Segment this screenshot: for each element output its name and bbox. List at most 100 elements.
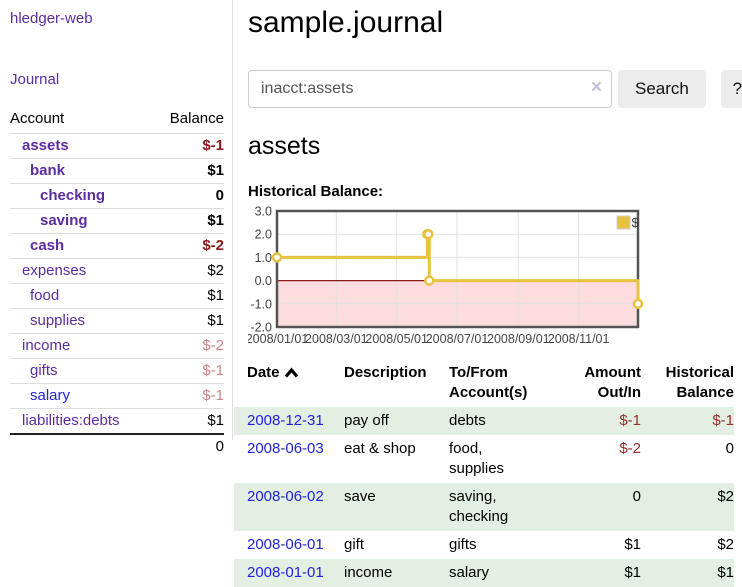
account-link-expenses[interactable]: expenses [22,262,87,279]
register-amount: 0 [632,488,641,505]
register-header-accounts: To/From Account(s) [449,364,528,401]
clear-search-icon[interactable]: × [590,77,602,98]
register-balance: $2 [717,488,734,505]
account-link-cash[interactable]: cash [30,237,65,254]
register-amount: $-1 [619,412,641,429]
account-link-income[interactable]: income [22,337,71,354]
account-name-cell: supplies [10,309,153,334]
account-name-cell: checking [10,184,153,209]
svg-text:2.0: 2.0 [255,228,272,242]
help-button[interactable]: ? [720,70,742,108]
search-form: × Search ? [248,70,742,108]
account-link-assets[interactable]: assets [22,137,69,154]
transaction-date-link[interactable]: 2008-06-01 [247,536,324,553]
search-button[interactable]: Search [618,70,706,108]
account-name-cell: gifts [10,359,153,384]
account-row: saving $1 [10,208,224,234]
transaction-date-link[interactable]: 2008-01-01 [247,564,324,581]
register-description: eat & shop [344,440,416,457]
account-link-salary[interactable]: salary [30,387,71,404]
accounts-total-value: 0 [215,438,224,455]
account-name-cell: expenses [10,259,153,284]
account-row: expenses $2 [10,258,224,284]
account-name-cell: saving [10,209,153,234]
register-amount: $1 [624,564,641,581]
svg-text:1.0: 1.0 [255,251,272,265]
register-header-balance: Historical Balance [665,364,734,401]
register-table: Date Description To/From Account(s) Amou… [234,359,734,587]
brand-link[interactable]: hledger-web [10,10,93,27]
register-date-cell: 2008-06-02 [234,483,331,531]
svg-text:2008/11/01: 2008/11/01 [548,332,610,346]
transaction-date-link[interactable]: 2008-06-02 [247,488,324,505]
svg-text:2008/05/01: 2008/05/01 [365,332,428,346]
accounts-header-account: Account [10,110,65,127]
register-header-description: Description [344,364,427,381]
register-accounts: saving, checking [449,488,509,525]
account-balance: $-1 [202,137,224,154]
account-row: supplies $1 [10,308,224,334]
register-description: income [344,564,393,581]
account-link-gifts[interactable]: gifts [30,362,58,379]
account-row: checking 0 [10,183,224,209]
account-row: income $-2 [10,333,224,359]
account-link-saving[interactable]: saving [40,212,88,229]
account-link-liabilities-debts[interactable]: liabilities:debts [22,412,120,429]
register-date-cell: 2008-06-01 [234,531,331,559]
account-row: salary $-1 [10,383,224,409]
account-balance: $1 [207,412,224,429]
account-link-checking[interactable]: checking [40,187,106,204]
account-balance: $2 [207,262,224,279]
account-balance: 0 [215,187,224,204]
account-row: gifts $-1 [10,358,224,384]
account-name-cell: salary [10,384,153,409]
table-row: 2008-06-03 eat & shop food, supplies $-2 0 [234,435,734,483]
search-input[interactable] [248,70,612,108]
account-balance: $-1 [202,387,224,404]
accounts-header-balance: Balance [169,110,224,127]
search-field-wrap: × [248,70,612,108]
table-row: 2008-06-01 gift gifts $1 $2 [234,531,734,559]
svg-text:2008/07/01: 2008/07/01 [426,332,489,346]
accounts-header-row: Account Balance [10,106,224,134]
account-name-cell: liabilities:debts [10,409,153,435]
register-date-cell: 2008-06-03 [234,435,331,483]
transaction-date-link[interactable]: 2008-12-31 [247,412,324,429]
register-header-date-label: Date [247,364,280,381]
register-header-amount: Amount Out/In [584,364,641,401]
register-amount: $-2 [619,440,641,457]
chart-title: Historical Balance: [248,183,384,200]
register-date-cell: 2008-01-01 [234,559,331,587]
svg-text:2008/03/01: 2008/03/01 [305,332,368,346]
account-balance: $-2 [202,237,224,254]
accounts-table: Account Balance assets $-1 bank $1 checking 0… [10,106,224,459]
account-balance: $-1 [202,362,224,379]
sidebar-nav: Journal [10,71,224,88]
account-link-bank[interactable]: bank [30,162,66,179]
accounts-total-spacer [10,434,153,459]
register-accounts: food, supplies [449,440,505,477]
historical-balance-chart: 3.0 2.0 1.0 0.0 -1.0 -2.0 2008/01/01 2008/03/01… [246,205,728,351]
account-row: food $1 [10,283,224,309]
table-row: 2008-01-01 income salary $1 $1 [234,559,734,587]
svg-text:2008/01/01: 2008/01/01 [248,332,308,346]
account-row: cash $-2 [10,233,224,259]
register-balance: $-1 [712,412,734,429]
register-description: gift [344,536,365,553]
account-name-cell: cash [10,234,153,259]
sidebar-item-journal[interactable]: Journal [10,71,60,88]
register-header-date[interactable]: Date [234,359,331,407]
svg-text:0.0: 0.0 [255,274,272,288]
page-title: sample.journal [248,6,444,39]
account-link-food[interactable]: food [30,287,60,304]
register-description: save [344,488,376,505]
register-accounts: debts [449,412,486,429]
account-name-cell: food [10,284,153,309]
table-row: 2008-06-02 save saving, checking 0 $2 [234,483,734,531]
svg-text:-1.0: -1.0 [250,297,272,311]
transaction-date-link[interactable]: 2008-06-03 [247,440,324,457]
account-link-supplies[interactable]: supplies [30,312,86,329]
account-balance: $1 [207,212,224,229]
register-header-row: Date Description To/From Account(s) Amou… [234,359,734,407]
account-heading: assets [248,132,321,160]
